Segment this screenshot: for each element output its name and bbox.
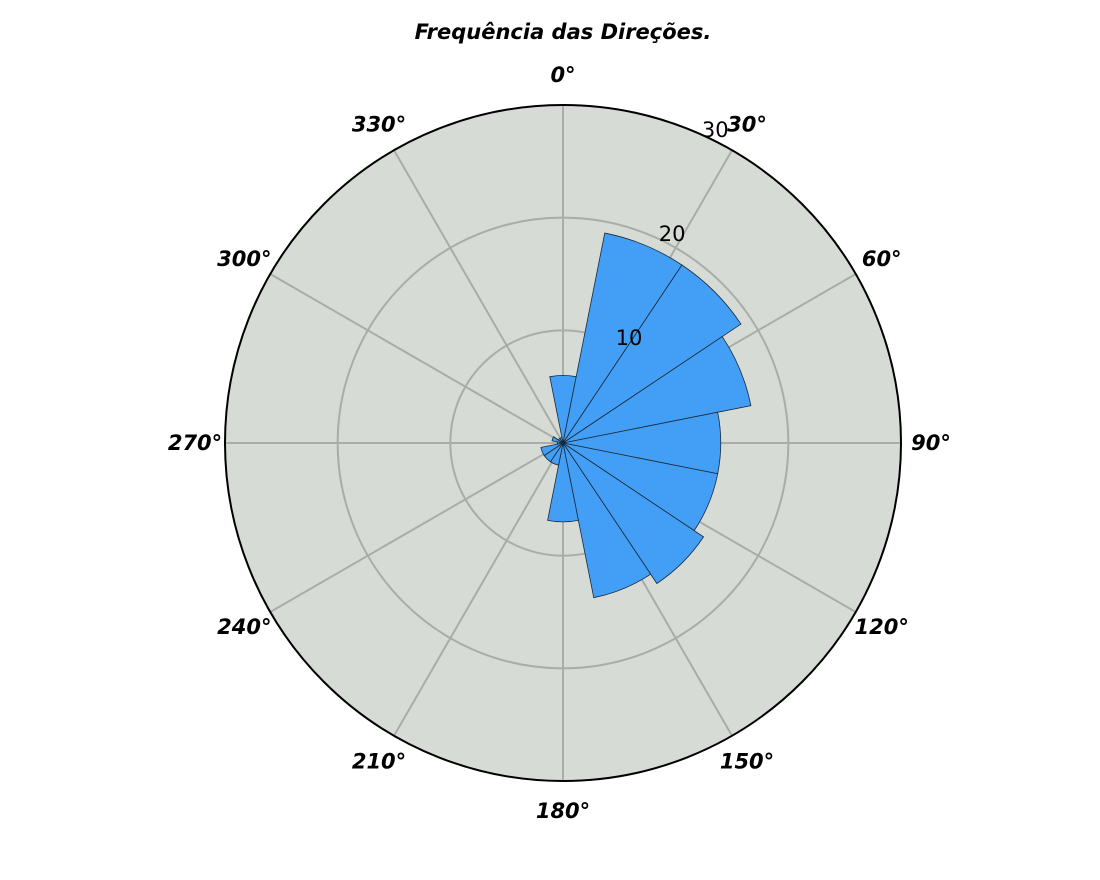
sector-bar bbox=[562, 336, 752, 444]
angle-tick-label: 180° bbox=[536, 799, 590, 823]
grid-spoke bbox=[393, 442, 564, 737]
grid-spoke bbox=[269, 442, 564, 613]
angle-tick-label: 270° bbox=[168, 431, 222, 455]
angle-tick-label: 300° bbox=[217, 247, 271, 271]
radial-tick-label: 30 bbox=[702, 118, 729, 142]
angle-tick-labels: 0° 30° 60° 90° 120° 150° 180° 210° 240° 270° 300° 3… bbox=[168, 63, 951, 823]
chart-title: Frequência das Direções. bbox=[414, 20, 712, 44]
sector-bar bbox=[562, 442, 652, 599]
angle-tick-label: 0° bbox=[550, 63, 575, 87]
angle-tick-label: 60° bbox=[862, 247, 902, 271]
radial-tick-label: 10 bbox=[616, 326, 643, 350]
angle-tick-label: 240° bbox=[217, 615, 271, 639]
angle-tick-label: 90° bbox=[911, 431, 951, 455]
angle-tick-label: 30° bbox=[727, 112, 767, 136]
angle-tick-label: 150° bbox=[720, 750, 774, 774]
polar-frame bbox=[224, 104, 902, 782]
angle-tick-label: 120° bbox=[855, 615, 909, 639]
radial-tick-labels: 10 20 30 bbox=[616, 118, 729, 350]
sector-bar bbox=[540, 442, 564, 457]
sector-bar bbox=[562, 442, 705, 585]
sector-bar bbox=[559, 436, 564, 444]
grid-spoke bbox=[269, 273, 564, 444]
sector-bar bbox=[562, 264, 742, 444]
grid-spoke bbox=[393, 149, 564, 444]
sector-bar bbox=[547, 442, 579, 523]
sector-bars bbox=[540, 232, 752, 599]
angle-tick-label: 210° bbox=[352, 750, 406, 774]
angle-tick-label: 330° bbox=[352, 112, 406, 136]
radial-tick-label: 20 bbox=[659, 222, 686, 246]
